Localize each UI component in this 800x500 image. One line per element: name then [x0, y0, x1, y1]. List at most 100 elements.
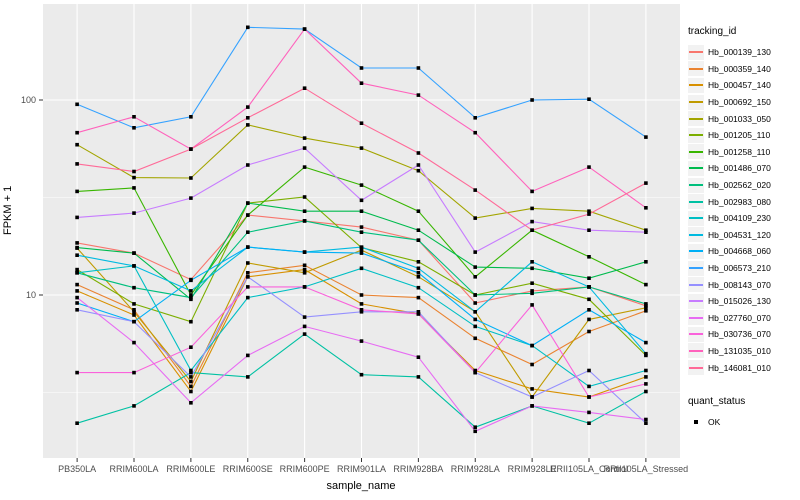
legend-item-Hb_000139_130: Hb_000139_130 — [688, 44, 798, 61]
data-point — [189, 401, 193, 405]
data-point — [587, 410, 591, 415]
data-point — [246, 285, 250, 289]
data-point — [246, 116, 250, 120]
data-point — [587, 317, 591, 322]
data-point — [359, 308, 364, 312]
data-point — [644, 302, 648, 306]
data-point — [530, 343, 534, 348]
data-point — [246, 201, 250, 205]
data-point — [644, 304, 648, 308]
legend-color-line — [689, 300, 703, 303]
legend-title: tracking_id — [688, 26, 737, 37]
legend-item-Hb_131035_010: Hb_131035_010 — [688, 343, 798, 360]
data-point — [75, 130, 79, 135]
legend-item-Hb_001205_110: Hb_001205_110 — [688, 127, 798, 144]
data-point — [587, 209, 591, 213]
data-point — [75, 189, 79, 194]
x-tick-label: RRIM600SE — [223, 464, 273, 474]
data-point — [132, 126, 136, 130]
data-point — [246, 295, 250, 300]
legend-color-line — [689, 267, 703, 270]
data-point — [302, 332, 307, 336]
data-point — [132, 340, 136, 345]
data-point — [359, 146, 364, 150]
data-point — [644, 260, 648, 264]
data-point — [644, 206, 648, 210]
data-point — [359, 372, 364, 377]
data-point — [587, 165, 591, 169]
data-point — [587, 285, 591, 289]
tracking-id-legend: tracking_id Hb_000139_130 Hb_000359_140 Hb… — [688, 26, 798, 376]
data-point — [359, 121, 364, 125]
data-point — [75, 295, 79, 300]
quant-legend-item: OK — [688, 414, 798, 431]
data-point — [644, 306, 648, 310]
data-point — [189, 115, 193, 119]
legend-key-swatch — [688, 210, 704, 226]
legend-label: Hb_000139_130 — [708, 47, 771, 58]
data-point — [189, 370, 193, 375]
data-point — [416, 228, 421, 232]
data-point — [75, 215, 79, 220]
data-point — [189, 319, 193, 324]
legend-color-line — [689, 200, 703, 203]
data-point — [75, 271, 79, 275]
data-point — [75, 142, 79, 147]
data-point — [75, 102, 79, 107]
data-point — [246, 375, 250, 379]
data-point — [359, 81, 364, 85]
data-point — [302, 86, 307, 90]
data-point — [416, 168, 421, 173]
data-point — [132, 175, 136, 180]
data-point — [473, 275, 477, 279]
legend-label: Hb_004668_060 — [708, 246, 771, 257]
x-tick-label: RRII105LA_Control — [550, 464, 628, 474]
legend-item-Hb_000457_140: Hb_000457_140 — [688, 77, 798, 94]
data-point — [416, 275, 421, 279]
data-point — [302, 209, 307, 213]
data-point — [530, 228, 534, 232]
data-point — [189, 147, 193, 151]
data-point — [75, 241, 79, 245]
legend-item-Hb_015026_130: Hb_015026_130 — [688, 293, 798, 310]
data-point — [530, 189, 534, 194]
data-point — [246, 105, 250, 109]
data-point — [644, 228, 648, 232]
data-point — [416, 285, 421, 290]
data-point — [132, 169, 136, 174]
data-point — [189, 345, 193, 349]
data-point — [246, 123, 250, 127]
legend-item-Hb_027760_070: Hb_027760_070 — [688, 310, 798, 327]
data-point — [416, 66, 421, 70]
data-point — [132, 115, 136, 119]
data-point — [246, 261, 250, 265]
data-point — [530, 291, 534, 296]
data-point — [302, 250, 307, 254]
quant-status-legend: quant_status OK — [688, 396, 798, 431]
data-point — [302, 271, 307, 275]
data-point — [302, 315, 307, 319]
data-point — [302, 27, 307, 31]
data-point — [473, 265, 477, 269]
legend-color-line — [689, 117, 703, 120]
data-point — [189, 368, 193, 373]
legend-key-swatch — [688, 177, 704, 193]
legend-label: Hb_001486_070 — [708, 163, 771, 174]
data-point — [416, 266, 421, 271]
data-point — [587, 308, 591, 312]
data-point — [587, 421, 591, 425]
data-point — [473, 317, 477, 322]
data-point — [359, 251, 364, 255]
data-point — [132, 285, 136, 290]
legend-color-line — [689, 101, 703, 104]
data-point — [132, 313, 136, 317]
legend-color-line — [689, 67, 703, 70]
legend-item-Hb_001033_050: Hb_001033_050 — [688, 110, 798, 127]
legend-label: Hb_004109_230 — [708, 213, 771, 224]
data-point — [473, 336, 477, 341]
data-point — [189, 278, 193, 283]
quant-legend-label: OK — [708, 417, 721, 428]
data-point — [416, 312, 421, 316]
legend-label: Hb_030736_070 — [708, 329, 771, 340]
legend-label: Hb_002983_080 — [708, 196, 771, 207]
